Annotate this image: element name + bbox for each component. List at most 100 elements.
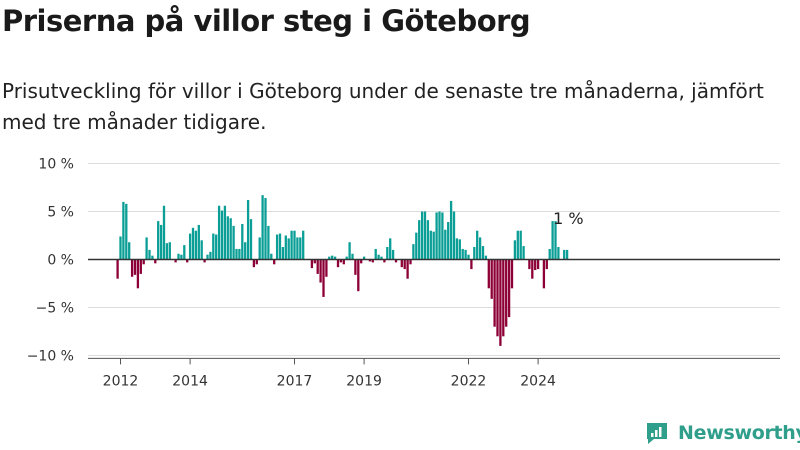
bar — [510, 259, 514, 289]
bar — [168, 242, 171, 260]
bar — [183, 245, 186, 260]
x-tick-label: 2014 — [172, 373, 208, 389]
bar — [470, 259, 473, 270]
bar — [360, 259, 363, 264]
bar — [377, 254, 380, 260]
bar — [389, 238, 392, 260]
bar — [473, 247, 476, 260]
x-tick-label: 2022 — [451, 373, 487, 389]
bar — [386, 247, 389, 260]
bar — [313, 259, 316, 264]
labels: 10 % 5 % 0 % −5 % −10 % 2012 2014 2017 2019 2022 2… — [27, 157, 584, 390]
bar — [415, 232, 418, 260]
bar — [116, 259, 119, 279]
bar — [165, 243, 169, 260]
bar — [136, 259, 140, 289]
bar — [278, 233, 282, 260]
bar — [261, 195, 264, 260]
bar — [478, 237, 482, 260]
bar — [293, 230, 296, 260]
bar — [374, 248, 377, 260]
bar — [241, 223, 244, 260]
last-value-annotation: 1 % — [553, 209, 583, 228]
bar — [519, 230, 522, 260]
x-tick-label: 2019 — [346, 373, 382, 389]
bar — [194, 230, 198, 260]
bar — [328, 256, 331, 260]
bar — [119, 236, 122, 260]
bar — [400, 259, 403, 268]
bar — [162, 205, 166, 260]
bar — [122, 201, 125, 260]
bar — [502, 259, 505, 337]
bar — [507, 259, 511, 318]
bar — [528, 259, 531, 270]
bar — [516, 230, 519, 260]
bar — [212, 233, 215, 260]
bar — [264, 198, 267, 260]
bar — [290, 230, 293, 260]
bar — [447, 222, 450, 260]
bar — [333, 256, 337, 260]
chart-title: Priserna på villor steg i Göteborg — [2, 4, 531, 38]
y-tick-label: 0 % — [47, 253, 74, 269]
bar — [458, 239, 461, 260]
bar — [432, 231, 435, 260]
bar — [206, 254, 209, 260]
bar — [505, 259, 508, 327]
bar — [139, 259, 142, 274]
bar — [554, 221, 557, 260]
bar — [229, 218, 232, 260]
bar — [339, 259, 343, 263]
bar — [368, 259, 372, 262]
bar — [467, 254, 470, 260]
bar — [220, 210, 224, 260]
bar — [348, 242, 351, 260]
bar — [296, 237, 299, 260]
bar — [159, 224, 163, 260]
bar — [351, 253, 354, 260]
bar — [496, 259, 499, 337]
bar — [287, 238, 290, 260]
bar — [319, 259, 322, 283]
bar — [249, 219, 253, 260]
bar — [255, 259, 258, 265]
bar — [331, 255, 334, 260]
newsworthy-logo-icon — [647, 423, 667, 444]
bar — [128, 242, 131, 260]
bar — [322, 259, 325, 297]
bar — [142, 259, 145, 265]
bar — [438, 211, 441, 260]
bar — [197, 224, 200, 260]
bar — [145, 237, 148, 260]
bar — [267, 225, 270, 260]
bar — [449, 200, 453, 260]
bar — [441, 212, 444, 260]
bar — [493, 259, 496, 327]
bar — [545, 259, 548, 270]
bar — [429, 230, 432, 260]
bar — [217, 205, 221, 260]
bar — [484, 255, 488, 260]
bar — [273, 259, 276, 265]
bar — [336, 259, 340, 268]
bar — [380, 256, 383, 260]
bar — [476, 230, 479, 260]
bar — [203, 259, 206, 263]
newsworthy-logo[interactable]: Newsworthy — [644, 419, 800, 447]
bar — [342, 259, 345, 265]
bar — [557, 247, 560, 260]
bar — [209, 251, 212, 260]
bar — [513, 240, 517, 260]
bar — [316, 259, 319, 274]
bar — [191, 227, 195, 260]
bar — [232, 225, 235, 260]
y-tick-label: 5 % — [47, 205, 74, 221]
bar — [281, 247, 285, 260]
bar — [563, 249, 566, 260]
bar — [215, 234, 218, 260]
bar — [362, 256, 366, 260]
bar — [188, 233, 192, 260]
bar — [481, 246, 485, 260]
y-tick-label: −10 % — [27, 349, 74, 365]
